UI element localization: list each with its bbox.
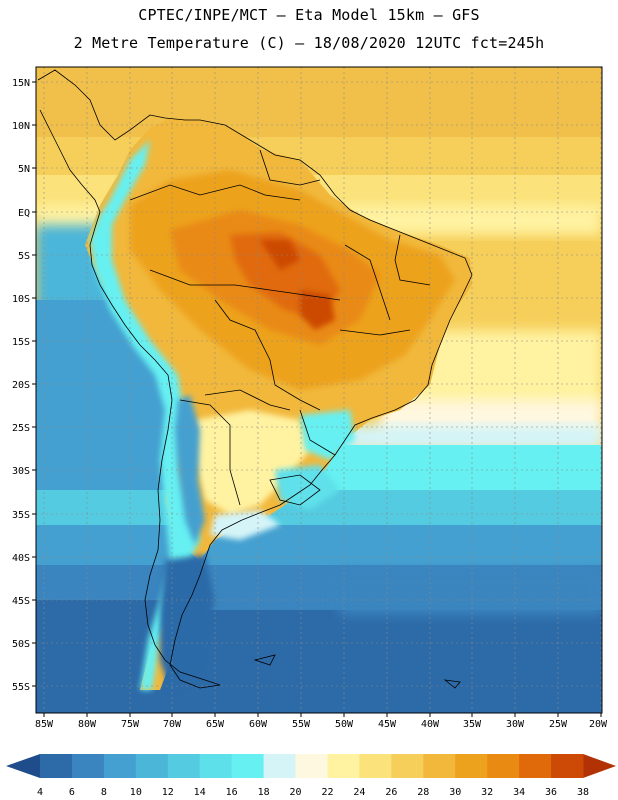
- colorbar-label: 18: [258, 787, 270, 798]
- colorbar-label: 14: [194, 787, 206, 798]
- colorbar-cell: [423, 754, 456, 778]
- latitude-axis: 15N 10N 5N EQ 5S 10S 15S 20S 25S 30S 35S…: [12, 78, 36, 693]
- colorbar-label: 22: [321, 787, 333, 798]
- colorbar-cell: [135, 754, 169, 778]
- colorbar-label: 24: [353, 787, 365, 798]
- colorbar-label: 26: [385, 787, 397, 798]
- colorbar-cell: [167, 754, 201, 778]
- lon-label: 60W: [249, 719, 268, 730]
- lon-label: 40W: [421, 719, 440, 730]
- colorbar-label: 36: [545, 787, 557, 798]
- lat-label: 25S: [12, 423, 30, 434]
- colorbar-cell: [455, 754, 488, 778]
- graticule: [36, 67, 602, 713]
- colorbar-cell: [359, 754, 392, 778]
- lon-label: 35W: [463, 719, 482, 730]
- lon-label: 70W: [163, 719, 182, 730]
- lon-label: 75W: [121, 719, 140, 730]
- lat-label: 15S: [12, 337, 30, 348]
- colorbar-label: 34: [513, 787, 525, 798]
- colorbar-cell: [295, 754, 328, 778]
- lon-label: 85W: [35, 719, 54, 730]
- colorbar: 4 6 8 10 12 14 16 18 20 22 24 26 28 30 32 34 36 38: [6, 754, 616, 798]
- colorbar-label: 32: [481, 787, 493, 798]
- lon-label: 25W: [549, 719, 568, 730]
- colorbar-cell: [487, 754, 520, 778]
- colorbar-cell: [391, 754, 424, 778]
- colorbar-cell: [231, 754, 265, 778]
- lon-label: 80W: [78, 719, 97, 730]
- lat-label: 35S: [12, 510, 30, 521]
- colorbar-label: 20: [290, 787, 302, 798]
- lat-label: 50S: [12, 639, 30, 650]
- colorbar-cell: [263, 754, 297, 778]
- lon-label: 50W: [335, 719, 354, 730]
- lon-label: 20W: [589, 719, 608, 730]
- colorbar-cell: [327, 754, 360, 778]
- lat-label: 10N: [12, 121, 30, 132]
- colorbar-label: 10: [130, 787, 142, 798]
- lon-label: 55W: [292, 719, 311, 730]
- lon-label: 45W: [378, 719, 397, 730]
- colorbar-label: 38: [577, 787, 589, 798]
- colorbar-cell: [199, 754, 233, 778]
- colorbar-label: 28: [417, 787, 429, 798]
- colorbar-label: 6: [69, 787, 75, 798]
- colorbar-cell: [71, 754, 105, 778]
- colorbar-cell: [103, 754, 137, 778]
- lat-label: 20S: [12, 380, 30, 391]
- colorbar-cell: [519, 754, 552, 778]
- lat-label: 55S: [12, 682, 30, 693]
- colorbar-high-arrow: [583, 754, 616, 778]
- colorbar-label: 16: [226, 787, 238, 798]
- temperature-field: [36, 67, 602, 713]
- lat-label: EQ: [18, 208, 30, 219]
- colorbar-label: 4: [37, 787, 43, 798]
- lat-label: 30S: [12, 466, 30, 477]
- lat-label: 45S: [12, 596, 30, 607]
- map-title-line2: 2 Metre Temperature (C) – 18/08/2020 12U…: [73, 34, 545, 52]
- map-title-line1: CPTEC/INPE/MCT – Eta Model 15km – GFS: [138, 6, 480, 24]
- colorbar-label: 30: [449, 787, 461, 798]
- colorbar-cell: [40, 754, 73, 778]
- map-frame: [35, 66, 603, 714]
- coastlines-borders: [37, 69, 473, 689]
- colorbar-low-arrow: [6, 754, 40, 778]
- lon-label: 30W: [506, 719, 525, 730]
- longitude-axis: 85W 80W 75W 70W 65W 60W 55W 50W 45W 40W …: [35, 713, 608, 730]
- lat-label: 15N: [12, 78, 30, 89]
- colorbar-label: 8: [101, 787, 107, 798]
- lat-label: 5S: [18, 251, 30, 262]
- lat-label: 40S: [12, 553, 30, 564]
- colorbar-cell: [551, 754, 584, 778]
- colorbar-label: 12: [162, 787, 174, 798]
- lon-label: 65W: [206, 719, 225, 730]
- lat-label: 10S: [12, 294, 30, 305]
- lat-label: 5N: [18, 164, 30, 175]
